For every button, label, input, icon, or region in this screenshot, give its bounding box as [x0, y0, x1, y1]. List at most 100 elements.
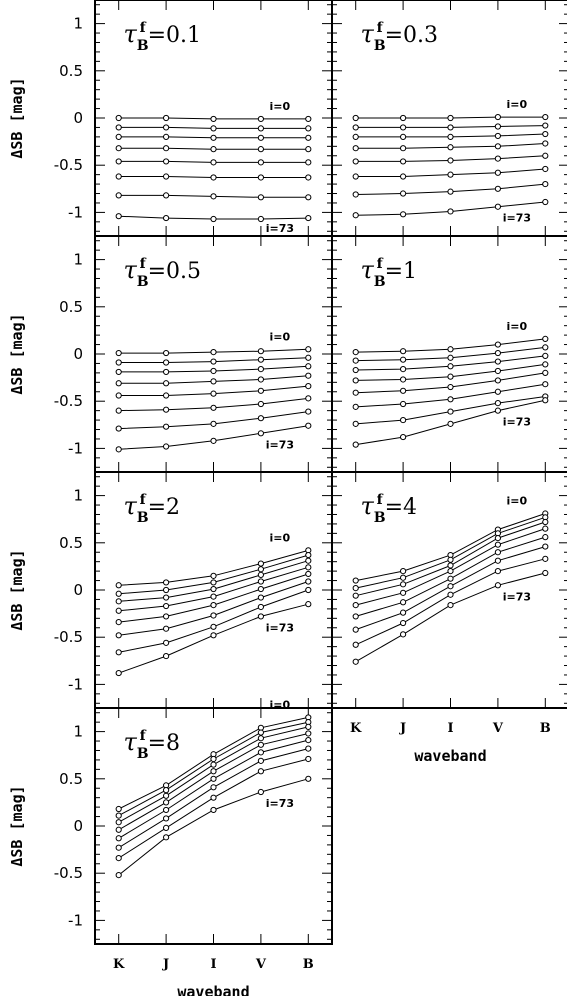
data-point	[494, 557, 501, 564]
data-point	[305, 557, 312, 564]
x-axis-label: waveband	[177, 983, 249, 996]
data-point	[352, 602, 359, 609]
data-point	[305, 159, 312, 166]
annotation-i73: i=73	[266, 438, 294, 451]
y-tick-label: 0.5	[59, 298, 83, 316]
data-point	[163, 124, 170, 131]
y-tick-label: 0	[73, 109, 83, 127]
data-point	[352, 133, 359, 140]
data-point	[494, 582, 501, 589]
data-point	[257, 757, 264, 764]
data-point	[163, 834, 170, 841]
title-sub: B	[374, 38, 386, 54]
data-point	[257, 356, 264, 363]
data-point	[352, 212, 359, 219]
data-point	[494, 155, 501, 162]
x-tick-label: B	[540, 721, 551, 736]
data-point	[115, 598, 122, 605]
title-sup: f	[140, 256, 147, 272]
panel-title: τBf=2	[123, 492, 180, 526]
data-point	[447, 583, 454, 590]
x-tick-label: J	[399, 721, 406, 736]
y-axis-label: ΔSB [mag]	[8, 549, 26, 630]
data-point	[115, 826, 122, 833]
data-point	[210, 367, 217, 375]
data-point	[210, 215, 217, 223]
panel-title: τBf=8	[123, 728, 180, 762]
data-point	[210, 794, 217, 801]
y-tick-label: -0.5	[54, 628, 83, 646]
data-point	[305, 125, 312, 132]
data-point	[447, 396, 454, 403]
data-point	[352, 592, 359, 599]
data-point	[447, 208, 454, 215]
data-point	[305, 578, 312, 585]
data-point	[400, 133, 407, 140]
data-point	[352, 658, 359, 665]
data-point	[352, 641, 359, 648]
title-eq: =8	[148, 731, 180, 756]
data-point	[305, 775, 312, 782]
data-point	[305, 586, 312, 594]
data-point	[447, 575, 454, 582]
data-point	[542, 198, 549, 206]
data-point	[400, 387, 407, 394]
data-point	[257, 376, 264, 383]
data-point	[352, 366, 359, 374]
data-point	[115, 380, 122, 387]
data-point	[400, 173, 407, 180]
y-tick-label: 1	[73, 251, 83, 269]
data-point	[257, 174, 264, 181]
data-point	[542, 525, 549, 532]
x-axis-label: waveband	[414, 747, 486, 765]
data-point	[542, 518, 549, 526]
data-point	[305, 745, 312, 752]
title-sup: f	[377, 20, 384, 36]
title-eq: =4	[385, 495, 417, 520]
x-tick-label: V	[255, 957, 267, 972]
data-point	[210, 585, 217, 593]
data-point	[352, 585, 359, 592]
data-point	[257, 159, 264, 166]
data-point	[352, 145, 359, 152]
data-point	[400, 356, 407, 363]
data-point	[257, 194, 264, 201]
data-point	[494, 358, 501, 365]
data-point	[115, 349, 122, 357]
data-point	[210, 115, 217, 123]
data-point	[400, 376, 407, 383]
data-point	[542, 361, 549, 368]
data-point	[115, 124, 122, 131]
data-point	[542, 335, 549, 342]
data-point	[494, 407, 501, 414]
data-point	[115, 871, 122, 879]
data-point	[163, 652, 170, 660]
x-tick-label: V	[492, 721, 504, 736]
panel-title: τBf=0.1	[123, 20, 201, 54]
data-point	[494, 367, 501, 375]
data-point	[210, 632, 217, 639]
data-point	[115, 173, 122, 180]
title-tau: τ	[360, 256, 374, 284]
data-point	[447, 568, 454, 575]
data-point	[305, 723, 312, 730]
data-point	[400, 158, 407, 165]
title-tau: τ	[360, 492, 374, 520]
data-point	[542, 344, 549, 351]
title-sub: B	[137, 274, 149, 290]
panel-title: τBf=0.3	[360, 20, 438, 54]
y-tick-label: 0.5	[59, 62, 83, 80]
annotation-i0: i=0	[507, 320, 528, 333]
data-point	[352, 613, 359, 620]
data-point	[115, 133, 122, 140]
x-tick-label: I	[447, 721, 453, 736]
data-point	[447, 346, 454, 353]
data-point	[447, 133, 454, 140]
data-point	[210, 125, 217, 132]
data-point	[400, 348, 407, 355]
panel-1: 1 0.5 0 -0.5 -1 τBf=0.1 i=0 i=73	[54, 0, 333, 237]
data-point	[115, 649, 122, 656]
data-point	[257, 729, 264, 736]
data-point	[115, 407, 122, 414]
